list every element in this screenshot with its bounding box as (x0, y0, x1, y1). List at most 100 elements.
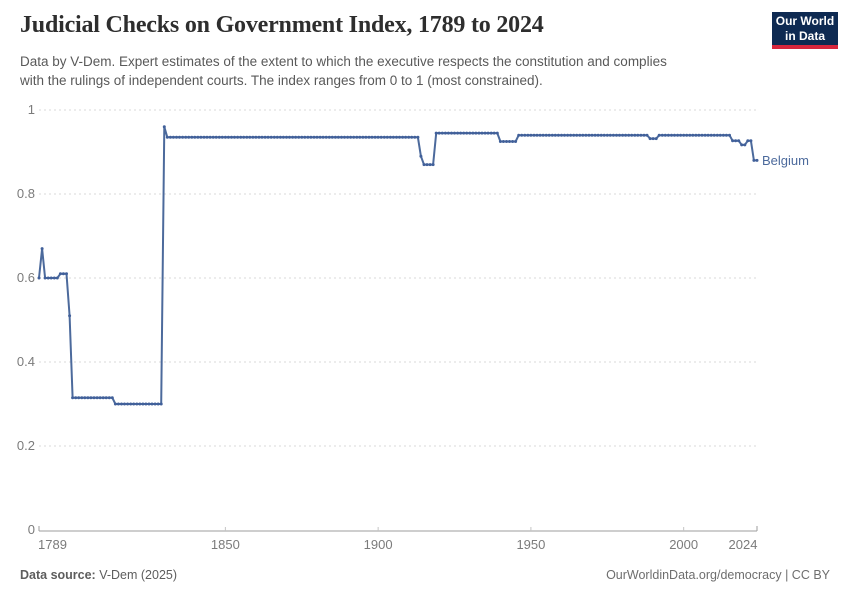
data-point-marker (214, 135, 218, 139)
data-point-marker (107, 396, 111, 400)
data-point-marker (349, 135, 353, 139)
data-point-marker (724, 133, 728, 137)
data-point-marker (55, 276, 59, 280)
data-point-marker (636, 133, 640, 137)
plot-area[interactable] (39, 98, 757, 530)
data-point-marker (65, 272, 68, 276)
data-point-marker (211, 135, 215, 139)
data-point-marker (440, 131, 444, 135)
data-point-marker (483, 131, 487, 135)
data-point-marker (355, 135, 359, 139)
data-point-marker (535, 133, 539, 137)
data-point-marker (459, 131, 463, 135)
data-point-marker (673, 133, 676, 137)
data-point-marker (104, 396, 108, 400)
data-point-marker (556, 133, 560, 137)
data-point-marker (245, 135, 249, 139)
data-point-marker (486, 131, 490, 135)
data-point-marker (162, 125, 166, 129)
data-point-marker (294, 135, 298, 139)
data-point-marker (407, 135, 411, 139)
data-point-marker (608, 133, 612, 137)
data-point-marker (703, 133, 707, 137)
data-point-marker (446, 131, 450, 135)
data-point-marker (92, 396, 96, 400)
data-point-marker (492, 131, 496, 135)
data-point-marker (223, 135, 227, 139)
data-point-marker (495, 131, 499, 135)
data-point-marker (147, 402, 151, 406)
data-point-marker (113, 402, 117, 406)
data-point-marker (226, 135, 230, 139)
data-point-marker (275, 135, 279, 139)
page-title: Judicial Checks on Government Index, 178… (20, 12, 544, 38)
data-point-marker (178, 135, 181, 139)
data-point-marker (605, 133, 609, 137)
data-point-marker (303, 135, 307, 139)
data-point-marker (126, 402, 130, 406)
data-point-marker (297, 135, 301, 139)
data-point-marker (752, 158, 756, 162)
data-point-marker (43, 276, 47, 280)
data-point-marker (544, 133, 548, 137)
data-point-marker (670, 133, 673, 137)
x-axis-tick-label: 1850 (211, 537, 240, 552)
x-axis-tick-label: 1950 (516, 537, 545, 552)
data-point-marker (358, 135, 362, 139)
data-point-marker (236, 135, 240, 139)
data-point-marker (196, 135, 200, 139)
data-point-marker (153, 402, 157, 406)
data-point-marker (731, 139, 735, 143)
data-point-marker (621, 133, 625, 137)
data-point-marker (593, 133, 597, 137)
data-point-marker (116, 402, 120, 406)
data-point-marker (514, 140, 518, 143)
data-point-marker (505, 140, 508, 143)
data-point-marker (425, 163, 429, 167)
series-label-belgium[interactable]: Belgium (762, 153, 809, 168)
data-point-marker (300, 135, 304, 139)
data-point-marker (364, 135, 368, 139)
data-point-marker (150, 402, 154, 406)
data-point-marker (168, 135, 172, 139)
subtitle-line-2: with the rulings of independent courts. … (20, 73, 543, 88)
data-point-marker (254, 135, 258, 139)
data-point-marker (541, 133, 545, 137)
data-point-marker (336, 135, 340, 139)
data-point-marker (663, 133, 667, 137)
data-point-marker (553, 133, 557, 137)
data-point-marker (388, 135, 392, 139)
data-point-marker (666, 133, 670, 137)
data-point-marker (205, 135, 209, 139)
data-point-marker (498, 140, 502, 143)
data-point-marker (202, 135, 206, 139)
data-point-marker (615, 133, 618, 137)
data-point-marker (709, 133, 713, 137)
data-point-marker (309, 135, 313, 139)
owid-logo[interactable]: Our World in Data (772, 12, 838, 49)
y-axis-tick-label: 0.8 (17, 186, 35, 201)
data-point-marker (58, 272, 62, 276)
data-point-marker (257, 135, 261, 139)
data-source-label: Data source: (20, 568, 96, 582)
data-point-marker (529, 133, 533, 137)
data-point-marker (233, 135, 236, 139)
data-point-marker (80, 396, 84, 400)
data-point-marker (333, 135, 337, 139)
data-point-marker (550, 133, 554, 137)
y-axis-tick-label: 0.4 (17, 354, 35, 369)
y-axis-tick-label: 1 (28, 102, 35, 117)
data-point-marker (450, 131, 453, 135)
data-point-marker (694, 133, 698, 137)
data-point-marker (68, 314, 72, 318)
license-link[interactable]: OurWorldinData.org/democracy | CC BY (606, 568, 830, 582)
data-point-marker (404, 135, 408, 139)
data-point-marker (141, 402, 145, 406)
data-point-marker (437, 131, 441, 135)
data-point-marker (175, 135, 178, 139)
data-point-marker (682, 133, 686, 137)
data-point-marker (343, 135, 346, 139)
data-point-marker (376, 135, 380, 139)
data-point-marker (199, 135, 203, 139)
